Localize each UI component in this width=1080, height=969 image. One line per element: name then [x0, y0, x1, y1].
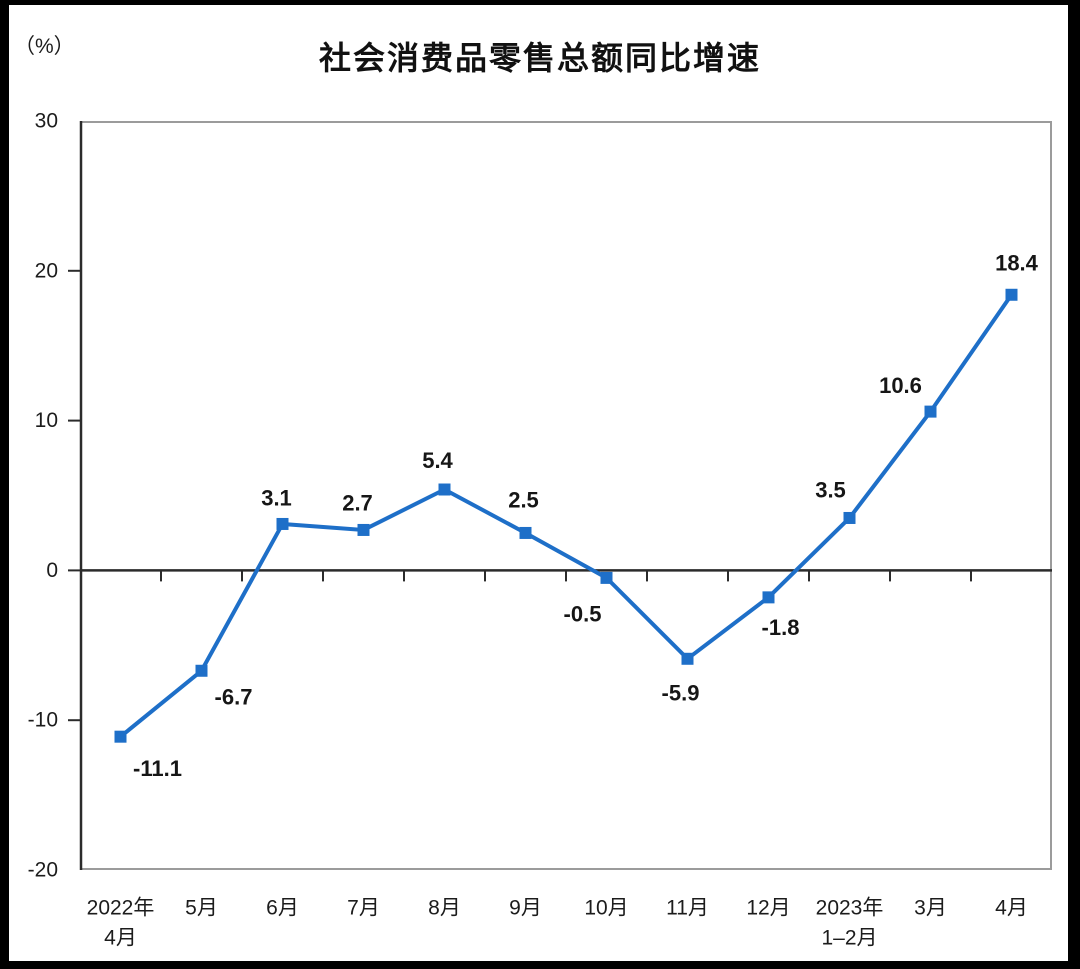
x-axis-tick-label: 4月 — [104, 927, 137, 950]
data-point-value-label: -1.8 — [762, 615, 800, 640]
x-axis-tick-label: 9月 — [509, 897, 542, 920]
x-axis-tick-label: 12月 — [746, 897, 790, 920]
data-point-value-label: 2.5 — [508, 487, 539, 512]
y-axis-tick-label: 10 — [35, 409, 58, 432]
x-axis-tick-label: 1–2月 — [821, 927, 877, 950]
data-point-marker — [114, 730, 127, 743]
data-point-marker — [924, 405, 937, 418]
x-axis-tick-label: 8月 — [428, 897, 461, 920]
data-point-value-label: -0.5 — [564, 601, 602, 626]
data-point-value-label: 10.6 — [879, 373, 922, 398]
data-line — [119, 293, 1014, 739]
data-point-value-label: 5.4 — [422, 448, 453, 473]
data-point-marker — [438, 483, 451, 496]
data-point-marker — [843, 511, 856, 524]
data-point-marker — [195, 664, 208, 677]
x-axis-tick-label: 3月 — [914, 897, 947, 920]
x-axis-tick-label: 5月 — [185, 897, 218, 920]
data-point-marker — [762, 591, 775, 604]
data-point-marker — [276, 517, 289, 530]
x-axis-tick-label: 7月 — [347, 897, 380, 920]
data-point-value-label: 3.5 — [815, 477, 846, 502]
data-point-marker — [681, 652, 694, 665]
plot-border — [80, 121, 1052, 870]
data-point-marker — [1005, 288, 1018, 301]
x-axis-tick-label: 11月 — [666, 897, 709, 920]
x-axis-tick-label: 10月 — [584, 897, 628, 920]
data-point-value-label: -11.1 — [133, 756, 182, 781]
data-point-marker — [357, 523, 370, 536]
x-axis-tick-label: 2023年 — [816, 897, 884, 920]
chart-title: 社会消费品零售总额同比增速 — [318, 40, 761, 76]
x-axis-tick-label: 2022年 — [87, 897, 155, 920]
x-axis-tick-label: 4月 — [995, 897, 1028, 920]
data-point-value-label: 2.7 — [342, 490, 373, 515]
y-axis-tick-label: 30 — [35, 110, 58, 133]
y-axis-tick-label: -10 — [28, 709, 58, 732]
x-axis-tick-label: 6月 — [266, 897, 299, 920]
y-axis-tick-label: 0 — [46, 559, 58, 582]
data-point-value-label: -6.7 — [215, 684, 253, 709]
y-axis-tick-label: -20 — [28, 859, 58, 882]
data-point-value-label: 3.1 — [261, 485, 292, 510]
data-point-marker — [600, 571, 613, 584]
data-point-value-label: -5.9 — [662, 680, 700, 705]
y-axis-tick-label: 20 — [35, 259, 58, 282]
y-axis-unit-label: （%） — [14, 35, 75, 58]
data-point-marker — [519, 526, 532, 539]
data-point-value-label: 18.4 — [995, 250, 1039, 275]
